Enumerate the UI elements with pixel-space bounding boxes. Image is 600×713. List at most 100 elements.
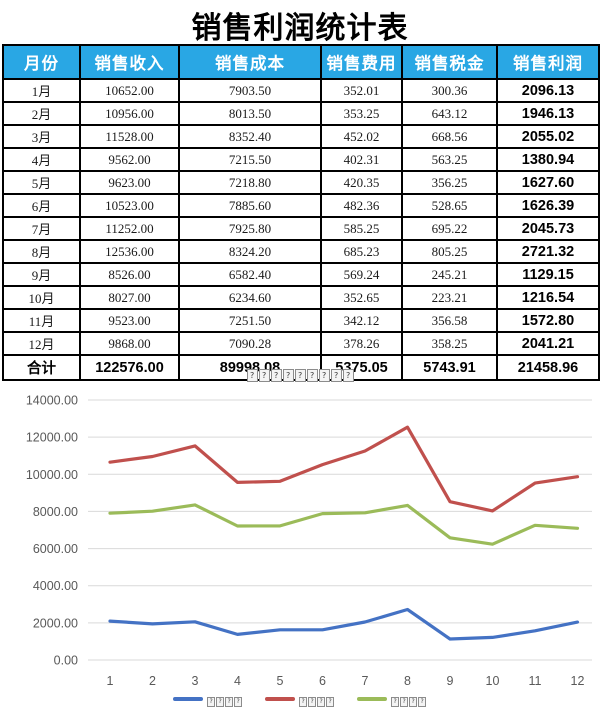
profit-legend-swatch: [173, 697, 203, 701]
missing-glyph-box: ?: [342, 369, 354, 382]
table-cell: 2096.13: [496, 78, 600, 103]
missing-glyph-box: ?: [306, 369, 318, 382]
x-tick-label: 8: [404, 674, 411, 688]
table-row: 9月 8526.00 6582.40 569.24 245.21 1129.15: [2, 262, 600, 287]
chart-legend: ????????????: [0, 690, 600, 708]
column-header: 销售成本: [178, 44, 322, 80]
total-cell: 122576.00: [79, 354, 180, 381]
table-cell: 685.23: [320, 239, 403, 264]
missing-glyph-box: ?: [294, 369, 306, 382]
missing-glyph-box: ?: [308, 696, 316, 707]
table-row: 8月 12536.00 8324.20 685.23 805.25 2721.32: [2, 239, 600, 264]
table-cell: 805.25: [401, 239, 498, 264]
y-tick-label: 2000.00: [33, 616, 78, 630]
missing-glyph-box: ?: [418, 696, 426, 707]
missing-glyph-box: ?: [330, 369, 342, 382]
table-cell: 8013.50: [178, 101, 322, 126]
column-header: 月份: [2, 44, 81, 80]
revenue-line: [108, 425, 580, 513]
table-cell: 6234.60: [178, 285, 322, 310]
table-cell: 8324.20: [178, 239, 322, 264]
table-cell: 11月: [2, 308, 81, 333]
missing-glyph-box: ?: [391, 696, 399, 707]
cost-line: [108, 503, 580, 546]
table-cell: 7月: [2, 216, 81, 241]
table-cell: 378.26: [320, 331, 403, 356]
table-cell: 2041.21: [496, 331, 600, 356]
table-cell: 7251.50: [178, 308, 322, 333]
table-cell: 356.58: [401, 308, 498, 333]
table-cell: 1627.60: [496, 170, 600, 195]
sales-line-chart: ????????? 0.00 2000.00 4000.00 6000.00 8000.…: [0, 360, 600, 713]
table-cell: 10956.00: [79, 101, 180, 126]
total-cell: 合计: [2, 354, 81, 381]
profit-line: [108, 607, 580, 641]
missing-glyph-box: ?: [282, 369, 294, 382]
table-cell: 10523.00: [79, 193, 180, 218]
total-cell: 5743.91: [401, 354, 498, 381]
y-tick-label: 4000.00: [33, 579, 78, 593]
missing-glyph-box: ?: [270, 369, 282, 382]
chart-plot-area: 0.00 2000.00 4000.00 6000.00 8000.00 10000.00…: [26, 394, 592, 688]
table-cell: 7215.50: [178, 147, 322, 172]
table-cell: 10652.00: [79, 78, 180, 103]
table-cell: 9562.00: [79, 147, 180, 172]
x-tick-label: 5: [277, 674, 284, 688]
missing-glyph-box: ?: [326, 696, 334, 707]
legend-label-missing-glyphs: ????: [299, 690, 335, 708]
table-cell: 8月: [2, 239, 81, 264]
x-tick-label: 12: [571, 674, 585, 688]
table-cell: 12536.00: [79, 239, 180, 264]
missing-glyph-box: ?: [317, 696, 325, 707]
table-cell: 8352.40: [178, 124, 322, 149]
table-cell: 8526.00: [79, 262, 180, 287]
table-cell: 6月: [2, 193, 81, 218]
table-cell: 353.25: [320, 101, 403, 126]
column-header: 销售税金: [401, 44, 498, 80]
column-header: 销售收入: [79, 44, 180, 80]
table-cell: 9月: [2, 262, 81, 287]
table-cell: 7925.80: [178, 216, 322, 241]
total-cell: 21458.96: [496, 354, 600, 381]
table-cell: 5月: [2, 170, 81, 195]
table-cell: 7090.28: [178, 331, 322, 356]
table-header-row: 月份 销售收入 销售成本 销售费用 销售税金 销售利润: [2, 44, 600, 80]
table-row: 3月 11528.00 8352.40 452.02 668.56 2055.02: [2, 124, 600, 149]
missing-glyph-box: ?: [299, 696, 307, 707]
table-row: 4月 9562.00 7215.50 402.31 563.25 1380.94: [2, 147, 600, 172]
table-row: 6月 10523.00 7885.60 482.36 528.65 1626.39: [2, 193, 600, 218]
table-cell: 9868.00: [79, 331, 180, 356]
table-cell: 1129.15: [496, 262, 600, 287]
table-cell: 1946.13: [496, 101, 600, 126]
table-row: 2月 10956.00 8013.50 353.25 643.12 1946.13: [2, 101, 600, 126]
x-tick-label: 1: [107, 674, 114, 688]
table-cell: 245.21: [401, 262, 498, 287]
table-cell: 356.25: [401, 170, 498, 195]
table-cell: 2721.32: [496, 239, 600, 264]
table-cell: 7903.50: [178, 78, 322, 103]
table-cell: 668.56: [401, 124, 498, 149]
table-cell: 7885.60: [178, 193, 322, 218]
table-cell: 3月: [2, 124, 81, 149]
table-body: 1月 10652.00 7903.50 352.01 300.36 2096.13 2月 10…: [2, 78, 600, 381]
missing-glyph-box: ?: [216, 696, 224, 707]
legend-entry-cost: ????: [357, 690, 427, 708]
table-row: 5月 9623.00 7218.80 420.35 356.25 1627.60: [2, 170, 600, 195]
x-tick-label: 7: [362, 674, 369, 688]
legend-entry-profit: ????: [173, 690, 243, 708]
table-cell: 7218.80: [178, 170, 322, 195]
missing-glyph-box: ?: [234, 696, 242, 707]
missing-glyph-box: ?: [225, 696, 233, 707]
table-cell: 223.21: [401, 285, 498, 310]
table-cell: 352.65: [320, 285, 403, 310]
missing-glyph-box: ?: [400, 696, 408, 707]
legend-label-missing-glyphs: ????: [391, 690, 427, 708]
table-cell: 11528.00: [79, 124, 180, 149]
table-cell: 1572.80: [496, 308, 600, 333]
missing-glyph-box: ?: [409, 696, 417, 707]
page-title: 销售利润统计表: [191, 12, 409, 45]
table-row: 10月 8027.00 6234.60 352.65 223.21 1216.54: [2, 285, 600, 310]
x-tick-label: 11: [529, 674, 542, 688]
table-cell: 528.65: [401, 193, 498, 218]
